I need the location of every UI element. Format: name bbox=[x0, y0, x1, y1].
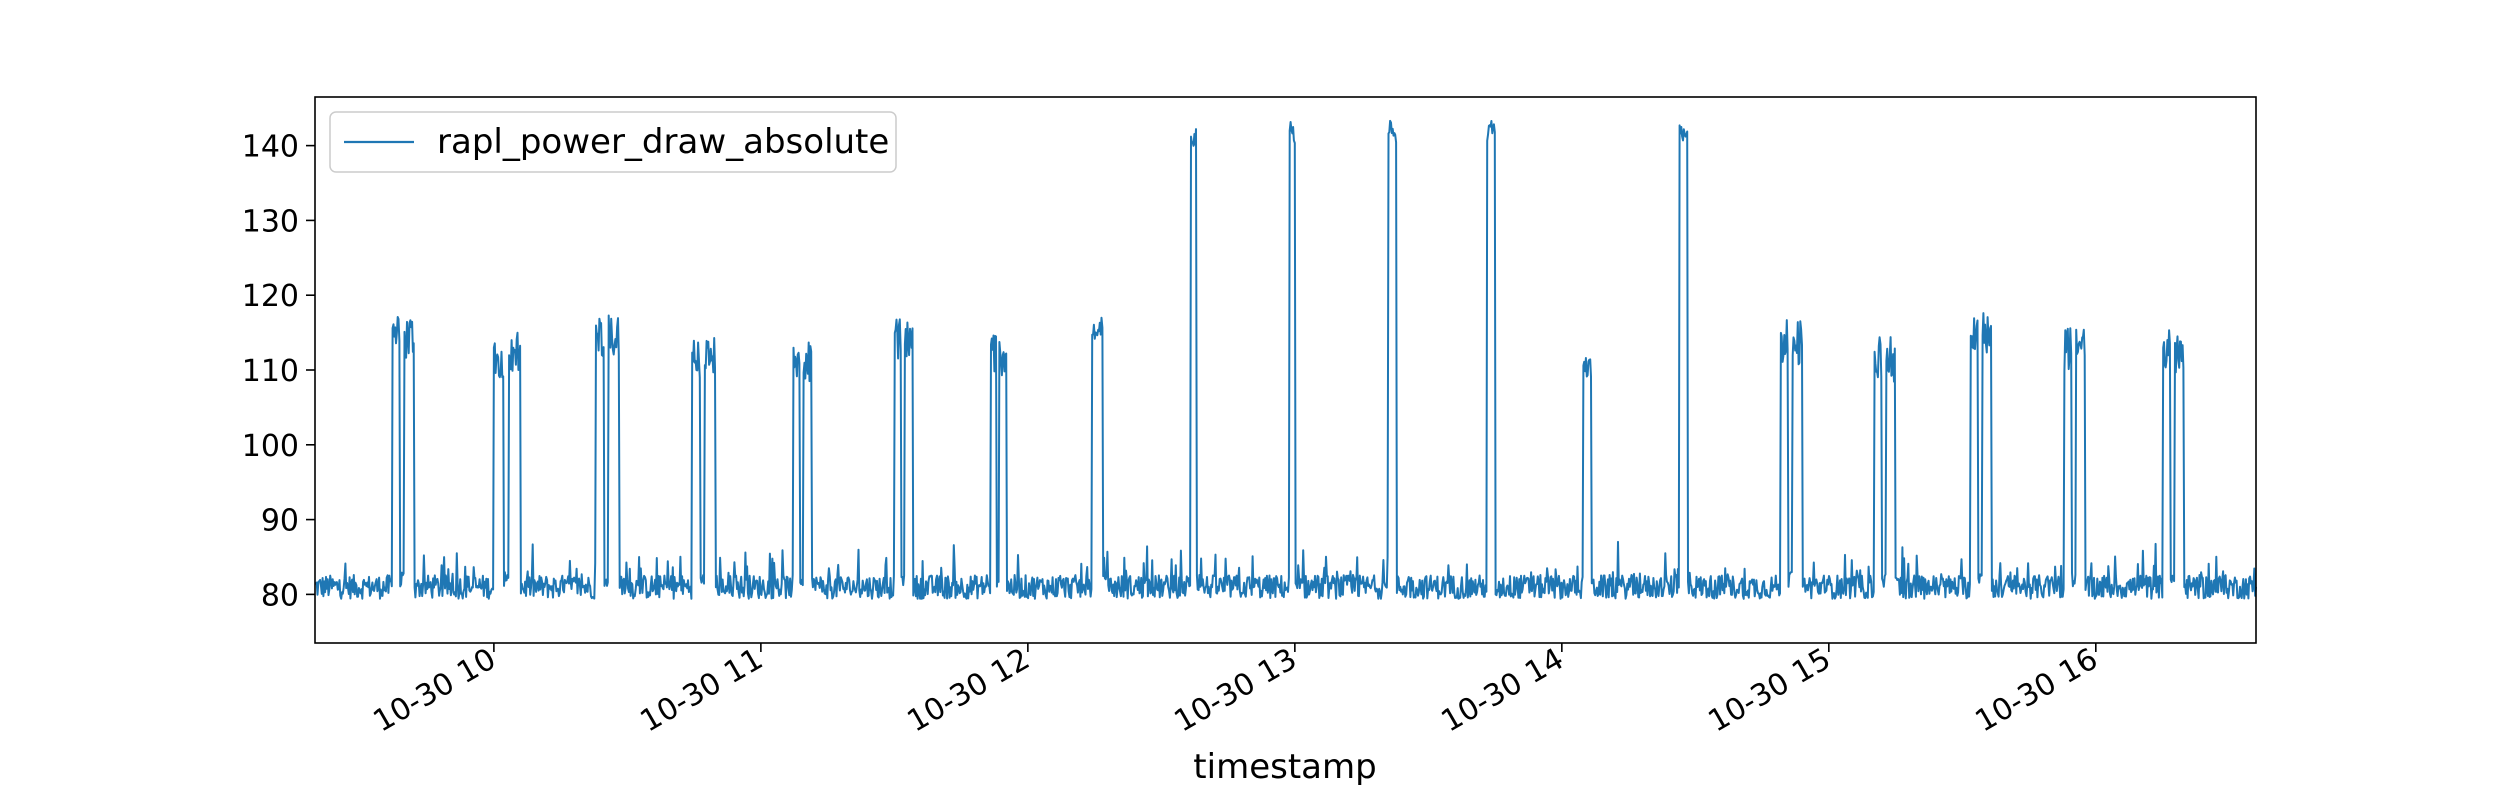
legend-box bbox=[329, 111, 897, 173]
y-tick-label: 100 bbox=[242, 429, 299, 464]
y-tick-label: 110 bbox=[242, 354, 299, 389]
x-axis-title: timestamp bbox=[1193, 747, 1376, 787]
y-tick-label: 120 bbox=[242, 279, 299, 314]
y-tick-label: 140 bbox=[242, 130, 299, 165]
y-tick-label: 90 bbox=[261, 504, 299, 539]
y-tick-label: 130 bbox=[242, 204, 299, 239]
legend-label: rapl_power_draw_absolute bbox=[437, 122, 889, 162]
y-axis: 80 90 100 110 120 130 140 bbox=[242, 130, 315, 613]
series-line bbox=[314, 119, 2257, 600]
legend: rapl_power_draw_absolute bbox=[329, 111, 897, 173]
series-layer bbox=[314, 119, 2257, 600]
y-tick-label: 80 bbox=[261, 578, 299, 613]
